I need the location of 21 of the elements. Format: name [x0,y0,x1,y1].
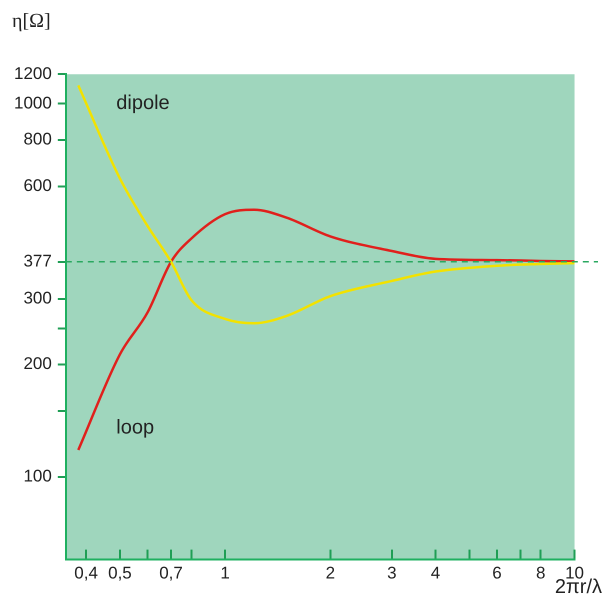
y-tick-label: 1200 [14,64,52,83]
series-label: dipole [116,92,170,114]
series-label: loop [116,416,154,439]
x-tick-label: 0,7 [159,563,183,582]
x-tick-label: 10 [565,563,584,582]
y-tick-label: 100 [23,466,52,486]
y-tick-label: 200 [23,354,52,374]
x-tick-label: 1 [220,563,230,582]
x-tick-label: 2 [326,563,336,582]
y-tick-label: 600 [23,176,52,196]
x-tick-label: 4 [430,563,440,582]
y-tick-label: 300 [23,288,52,308]
y-axis-title: η[Ω] [12,10,51,33]
x-tick-label: 6 [492,563,502,582]
x-tick-label: 8 [536,563,546,582]
y-tick-label: 377 [23,251,52,270]
x-tick-label: 0,5 [108,563,132,582]
x-tick-label: 0,4 [74,563,98,582]
y-tick-label: 1000 [14,93,52,112]
y-tick-label: 800 [23,130,52,149]
x-tick-label: 3 [387,563,397,582]
